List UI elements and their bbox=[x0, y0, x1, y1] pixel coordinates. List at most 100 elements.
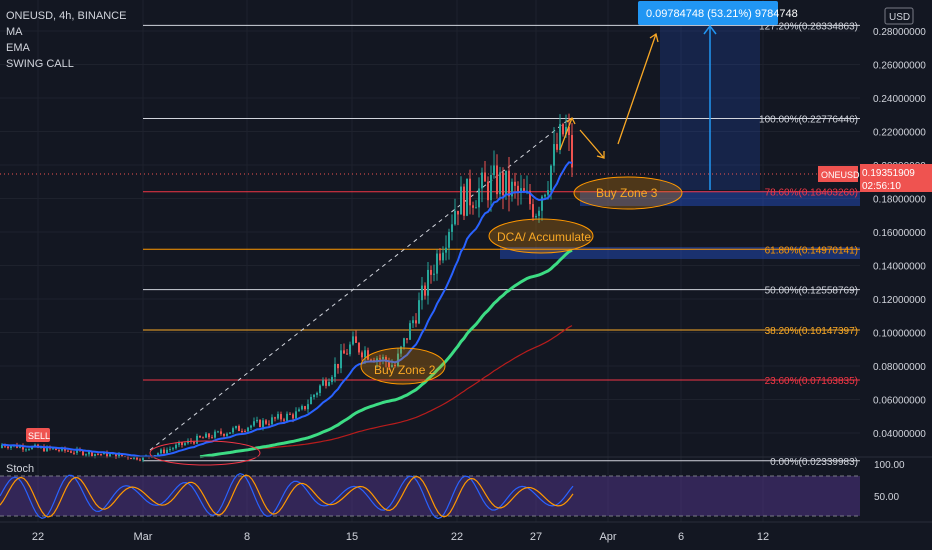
candles bbox=[1, 113, 573, 463]
candle-body bbox=[139, 459, 141, 461]
candle-body bbox=[388, 362, 390, 367]
symbol-title: ONEUSD, 4h, BINANCE bbox=[6, 10, 127, 22]
candle-body bbox=[73, 452, 75, 454]
candle-body bbox=[85, 454, 87, 456]
candle-body bbox=[226, 433, 228, 436]
candle-body bbox=[469, 178, 471, 206]
candle-body bbox=[70, 451, 72, 453]
candle-body bbox=[55, 448, 57, 451]
forecast-arrows bbox=[559, 32, 659, 159]
current-symbol: ONEUSD bbox=[821, 170, 860, 180]
candle-body bbox=[205, 433, 207, 438]
candle-body bbox=[490, 174, 492, 201]
candle-body bbox=[238, 426, 240, 431]
candle-body bbox=[520, 188, 522, 194]
chart-grid bbox=[0, 0, 860, 522]
candle-body bbox=[343, 350, 345, 354]
candle-body bbox=[28, 449, 30, 451]
indicator-ema[interactable]: EMA bbox=[6, 42, 30, 54]
candle-body bbox=[10, 446, 12, 448]
sell-badge-label: SELL bbox=[28, 431, 50, 441]
candle-body bbox=[400, 346, 402, 354]
buy-zone-2-ellipse bbox=[360, 347, 446, 385]
buy-zone-3-band bbox=[580, 191, 860, 206]
candle-body bbox=[109, 454, 111, 457]
candle-body bbox=[430, 269, 432, 275]
price-tick: 0.18000000 bbox=[873, 195, 926, 206]
candle-body bbox=[436, 253, 438, 274]
candle-body bbox=[229, 432, 231, 434]
candle-body bbox=[502, 172, 504, 196]
stoch-title: Stoch bbox=[6, 463, 34, 475]
candle-body bbox=[331, 377, 333, 383]
time-tick: 22 bbox=[451, 531, 463, 543]
candle-body bbox=[562, 124, 564, 135]
price-tick: 0.16000000 bbox=[873, 228, 926, 239]
candle-body bbox=[310, 396, 312, 405]
candle-body bbox=[313, 394, 315, 397]
candle-body bbox=[217, 431, 219, 433]
price-axis[interactable]: 0.28000000 0.26000000 0.24000000 0.22000000… bbox=[873, 27, 926, 440]
price-tick: 0.14000000 bbox=[873, 262, 926, 273]
candle-body bbox=[409, 323, 411, 340]
candle-body bbox=[76, 449, 78, 453]
time-axis[interactable]: 22 Mar 8 15 22 27 Apr 6 12 bbox=[32, 531, 769, 543]
buy-zone-2-label: Buy Zone 2 bbox=[374, 363, 436, 377]
candle-body bbox=[220, 431, 222, 434]
indicator-swing-call[interactable]: SWING CALL bbox=[6, 58, 74, 70]
candle-body bbox=[463, 186, 465, 216]
candle-body bbox=[451, 224, 453, 232]
candle-body bbox=[25, 449, 27, 451]
candle-body bbox=[61, 447, 63, 451]
buy-zone-3-label: Buy Zone 3 bbox=[596, 186, 658, 200]
candle-body bbox=[118, 454, 120, 458]
dca-ellipse bbox=[488, 218, 594, 254]
candle-body bbox=[334, 363, 336, 378]
candle-body bbox=[448, 231, 450, 248]
candle-body bbox=[115, 453, 117, 458]
price-tick: 0.08000000 bbox=[873, 362, 926, 373]
candle-body bbox=[505, 170, 507, 196]
time-tick: 15 bbox=[346, 531, 358, 543]
candle-body bbox=[568, 126, 570, 136]
candle-body bbox=[487, 181, 489, 201]
candle-body bbox=[481, 172, 483, 189]
candle-body bbox=[100, 454, 102, 456]
chart-legend: ONEUSD, 4h, BINANCE MA EMA SWING CALL bbox=[6, 8, 126, 72]
candle-body bbox=[31, 446, 33, 450]
candle-body bbox=[541, 196, 543, 211]
time-tick: 22 bbox=[32, 531, 44, 543]
time-tick: Apr bbox=[599, 531, 616, 543]
indicator-ma[interactable]: MA bbox=[6, 26, 23, 38]
candle-body bbox=[121, 454, 123, 457]
buy-zone-3-ellipse bbox=[573, 176, 683, 210]
candle-body bbox=[325, 380, 327, 386]
candle-body bbox=[385, 357, 387, 363]
candle-body bbox=[544, 194, 546, 197]
candle-body bbox=[556, 144, 558, 150]
candle-body bbox=[538, 210, 540, 216]
candle-body bbox=[166, 449, 168, 454]
candle-body bbox=[1, 444, 3, 449]
time-tick: 6 bbox=[678, 531, 684, 543]
fib-label: 38.20%(0.10147397) bbox=[765, 326, 858, 337]
candle-body bbox=[424, 285, 426, 296]
candle-body bbox=[22, 445, 24, 450]
dca-band bbox=[500, 247, 860, 259]
candle-body bbox=[358, 342, 360, 353]
measure-label-box bbox=[638, 1, 778, 25]
stoch-k-line bbox=[0, 472, 574, 520]
candle-body bbox=[301, 406, 303, 410]
candle-body bbox=[439, 253, 441, 261]
candle-body bbox=[67, 450, 69, 452]
candle-body bbox=[370, 359, 372, 361]
candle-body bbox=[286, 413, 288, 421]
candle-body bbox=[97, 453, 99, 455]
candle-body bbox=[304, 406, 306, 410]
price-tick: 0.04000000 bbox=[873, 429, 926, 440]
price-tick: 0.12000000 bbox=[873, 295, 926, 306]
currency-label: USD bbox=[889, 12, 910, 23]
time-tick: 27 bbox=[530, 531, 542, 543]
candle-body bbox=[412, 320, 414, 324]
